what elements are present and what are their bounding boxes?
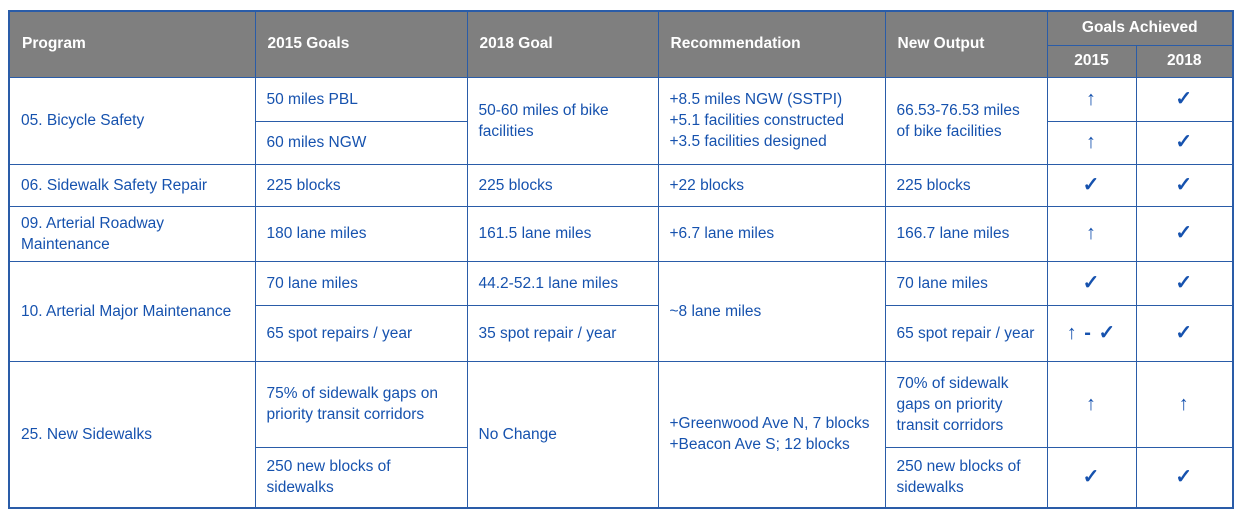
cell-program: 09. Arterial Roadway Maintenance [8,205,256,262]
column-header-program: Program [8,10,256,78]
cell-new-output: 70 lane miles [884,260,1048,306]
cell-2015-goal: 70 lane miles [254,260,468,306]
achieved-2018-check-icon: ✓ [1135,120,1234,165]
cell-2018-goal: 161.5 lane miles [466,205,659,262]
cell-recommendation: +8.5 miles NGW (SSTPI) +5.1 facilities c… [657,76,886,165]
achieved-2018-check-icon: ✓ [1135,446,1234,509]
table-row: 65 spot repairs / year 35 spot repair / … [9,304,1234,362]
cell-2015-goal: 75% of sidewalk gaps on priority transit… [254,360,468,448]
column-header-2018-goal: 2018 Goal [466,10,659,78]
column-header-achieved-2018: 2018 [1135,44,1234,78]
cell-2015-goal: 65 spot repairs / year [254,304,468,362]
achieved-2018-check-icon: ✓ [1135,76,1234,122]
table-row: 250 new blocks of sidewalks 250 new bloc… [9,446,1234,509]
table-row: 60 miles NGW ↑ ✓ [9,120,1234,165]
table-row: 06. Sidewalk Safety Repair 225 blocks 22… [8,163,1234,207]
column-header-new-output: New Output [884,10,1048,78]
column-header-recommendation: Recommendation [657,10,886,78]
column-header-goals-achieved: Goals Achieved [1046,10,1234,46]
achieved-2015-up-arrow-icon: ↑ [1046,205,1137,262]
table-header: Program 2015 Goals 2018 Goal Recommendat… [8,10,1234,78]
cell-program: 10. Arterial Major Maintenance [8,260,256,362]
table-row: 10. Arterial Major Maintenance 70 lane m… [8,260,1234,362]
cell-2015-goal: 180 lane miles [254,205,468,262]
cell-program: 05. Bicycle Safety [8,76,256,165]
cell-2018-goal: 225 blocks [466,163,659,207]
cell-new-output: 225 blocks [884,163,1048,207]
achieved-2018-check-icon: ✓ [1135,163,1234,207]
cell-2018-goal: 35 spot repair / year [466,304,659,362]
table-row: 05. Bicycle Safety 50 miles PBL 50-60 mi… [8,76,1234,165]
table-row: 25. New Sidewalks 75% of sidewalk gaps o… [8,360,1234,509]
cell-new-output: 166.7 lane miles [884,205,1048,262]
achieved-2015-up-arrow-icon: ↑ [1046,120,1137,165]
cell-2015-goal: 50 miles PBL [254,76,468,122]
cell-recommendation: ~8 lane miles [657,260,886,362]
cell-2018-goal: 44.2-52.1 lane miles [466,260,659,306]
achieved-2018-up-arrow-icon: ↑ [1135,360,1234,448]
column-header-achieved-2015: 2015 [1046,44,1137,78]
cell-program: 06. Sidewalk Safety Repair [8,163,256,207]
cell-2018-goal: No Change [466,360,659,509]
achieved-2015-up-arrow-icon: ↑ [1046,360,1137,448]
table-body: 05. Bicycle Safety 50 miles PBL 50-60 mi… [8,76,1234,509]
achieved-2015-up-arrow-dash-check-icon: ↑ - ✓ [1046,304,1137,362]
cell-2015-goal: 225 blocks [254,163,468,207]
cell-2015-goal: 250 new blocks of sidewalks [254,446,468,509]
cell-new-output: 66.53-76.53 miles of bike facilities [884,76,1048,165]
achieved-2018-check-icon: ✓ [1135,260,1234,306]
cell-2018-goal: 50-60 miles of bike facilities [466,76,659,165]
cell-new-output: 70% of sidewalk gaps on priority transit… [884,360,1048,448]
program-goals-table: Program 2015 Goals 2018 Goal Recommendat… [8,10,1235,509]
cell-2015-goal: 60 miles NGW [254,120,468,165]
achieved-2018-check-icon: ✓ [1135,205,1234,262]
achieved-2015-check-icon: ✓ [1046,446,1137,509]
table-row: 09. Arterial Roadway Maintenance 180 lan… [8,205,1234,262]
achieved-2018-check-icon: ✓ [1135,304,1234,362]
achieved-2015-up-arrow-icon: ↑ [1046,76,1137,122]
cell-program: 25. New Sidewalks [8,360,256,509]
cell-recommendation: +Greenwood Ave N, 7 blocks +Beacon Ave S… [657,360,886,509]
achieved-2015-check-icon: ✓ [1046,163,1137,207]
achieved-2015-check-icon: ✓ [1046,260,1137,306]
cell-new-output: 250 new blocks of sidewalks [884,446,1048,509]
cell-recommendation: +22 blocks [657,163,886,207]
column-header-2015-goals: 2015 Goals [254,10,468,78]
cell-recommendation: +6.7 lane miles [657,205,886,262]
cell-new-output: 65 spot repair / year [884,304,1048,362]
